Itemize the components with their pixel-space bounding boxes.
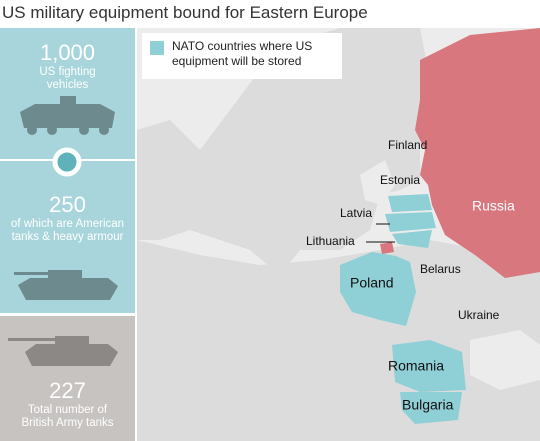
romania bbox=[392, 340, 466, 392]
latvia bbox=[385, 212, 436, 232]
lithuania bbox=[392, 230, 432, 248]
poland bbox=[340, 252, 416, 326]
country-label: Estonia bbox=[380, 173, 420, 187]
country-label: Bulgaria bbox=[402, 397, 454, 413]
kaliningrad bbox=[380, 242, 394, 254]
legend: NATO countries where US equipment will b… bbox=[142, 33, 342, 79]
country-label: Latvia bbox=[340, 206, 372, 220]
title: US military equipment bound for Eastern … bbox=[2, 3, 368, 22]
country-label: Belarus bbox=[420, 262, 461, 276]
country-label: Romania bbox=[388, 358, 444, 374]
country-label: Finland bbox=[388, 138, 427, 152]
stat-number: 250 bbox=[49, 192, 86, 217]
baltic-sea bbox=[360, 160, 395, 205]
country-label: Ukraine bbox=[458, 308, 500, 322]
stat-panel: 1,000 US fighting vehicles bbox=[0, 40, 135, 92]
labels: Finland Estonia Latvia Lithuania Russia … bbox=[306, 138, 515, 413]
bulgaria bbox=[400, 392, 462, 424]
vehicle-icon bbox=[20, 96, 115, 135]
estonia bbox=[388, 194, 432, 212]
country-label: Poland bbox=[350, 275, 394, 291]
stat-number: 227 bbox=[49, 378, 86, 403]
stat-panel: 227 Total number of British Army tanks bbox=[0, 378, 135, 430]
stat-panel: 250 of which are American tanks & heavy … bbox=[0, 192, 135, 244]
black-sea bbox=[470, 330, 540, 390]
country-label: Russia bbox=[472, 198, 515, 214]
country-label: Lithuania bbox=[306, 234, 355, 248]
stat-number: 1,000 bbox=[39, 40, 96, 65]
tank-icon bbox=[14, 270, 118, 300]
russia bbox=[415, 28, 540, 278]
stat-caption: US fighting vehicles bbox=[39, 66, 96, 91]
icon bbox=[52, 147, 82, 177]
stat-caption: of which are American tanks & heavy armo… bbox=[10, 218, 125, 243]
legend-swatch bbox=[150, 41, 164, 55]
legend-label: NATO countries where US equipment will b… bbox=[172, 39, 313, 68]
tank-icon bbox=[8, 336, 118, 366]
stat-caption: Total number of British Army tanks bbox=[21, 404, 114, 429]
land bbox=[137, 28, 430, 275]
